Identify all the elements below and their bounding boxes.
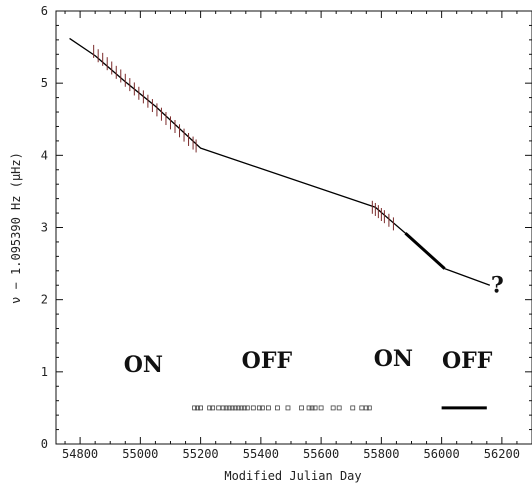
observation-marker [207,405,213,411]
observation-marker [256,405,262,411]
error-bars-layer [93,44,394,231]
observation-marker [195,405,200,411]
observation-marker [363,405,369,411]
y-tick-label: 1 [41,365,48,379]
x-tick-label: 55800 [363,447,399,461]
x-tick-label: 56200 [484,447,520,461]
thick-line-segment [404,232,446,270]
state-label-on: ON [374,346,413,372]
x-axis-label: Modified Julian Day [224,469,361,483]
y-tick-label: 3 [41,221,48,235]
observation-marker [350,405,356,411]
question-mark-label: ? [491,272,504,298]
y-tick-label: 0 [41,437,48,451]
x-tick-label: 54800 [62,447,98,461]
x-tick-label: 56000 [424,447,460,461]
y-tick-label: 5 [41,76,48,90]
observation-marker [198,405,204,411]
observation-marker [244,405,250,411]
x-tick-label: 55000 [122,447,158,461]
observation-marker [229,405,235,411]
observation-marker [235,405,241,411]
state-label-on: ON [124,352,163,378]
state-label-off: OFF [242,348,293,374]
observation-marker [299,405,304,411]
observation-marker [216,405,222,411]
observation-marker [220,405,226,411]
y-tick-label: 2 [41,293,48,307]
observation-marker [285,405,291,411]
observations-layer [192,405,487,411]
y-axis-label: ν − 1.095390 Hz (μHz) [9,152,23,304]
series-layer [69,37,491,286]
y-axis: 0 1 2 3 4 5 6 [41,4,532,451]
y-tick-label: 6 [41,4,48,18]
observation-marker [250,405,256,411]
observation-marker [259,405,265,411]
observation-marker [223,405,229,411]
annotations-layer: ON OFF ON OFF? [124,272,504,377]
observation-marker [275,405,280,411]
observation-marker [232,405,238,411]
observation-marker [241,405,247,411]
x-tick-label: 55600 [303,447,339,461]
spin-frequency-line [69,37,491,286]
observation-marker [336,405,342,411]
observation-marker [366,405,372,411]
observation-marker [359,405,365,411]
state-label-off: OFF [442,348,493,374]
observation-marker [226,405,232,411]
observation-marker [210,405,216,411]
observation-marker [312,405,318,411]
x-tick-label: 55200 [183,447,219,461]
observation-marker [265,405,271,411]
x-axis: 54800 55000 55200 55400 55600 55800 56000 56200 [62,11,532,461]
observation-marker [192,405,197,411]
observation-marker [318,405,324,411]
observation-marker [306,405,312,411]
observation-marker [330,405,336,411]
y-tick-label: 4 [41,148,48,162]
observation-marker [238,405,244,411]
plot-frame [55,10,532,445]
observation-marker [309,405,315,411]
x-tick-label: 55400 [243,447,279,461]
